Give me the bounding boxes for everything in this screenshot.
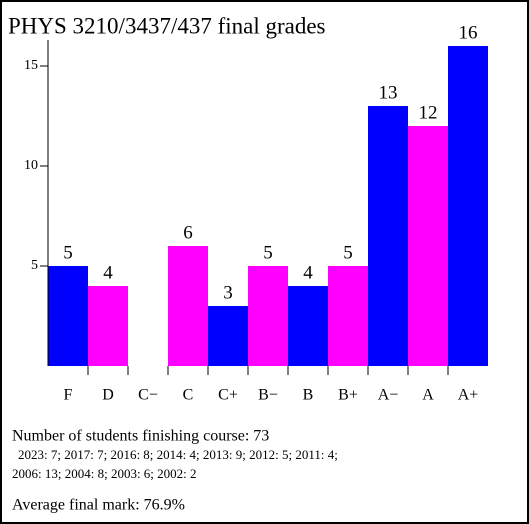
bar: [248, 266, 288, 366]
x-tick-label: A+: [458, 387, 479, 404]
data-label: 6: [183, 222, 193, 243]
x-tick-label: A−: [378, 387, 399, 404]
bar: [168, 246, 208, 366]
data-label: 12: [419, 102, 438, 123]
breakdown-line: 2023: 7; 2017: 7; 2016: 8; 2014: 4; 2013…: [18, 447, 338, 462]
data-label: 4: [303, 262, 313, 283]
x-tick-label: B+: [338, 387, 358, 404]
bar: [288, 286, 328, 366]
average-note: Average final mark: 76.9%: [12, 497, 185, 514]
data-label: 3: [223, 282, 233, 303]
data-label: 5: [63, 242, 73, 263]
breakdown-line: 2006: 13; 2004: 8; 2003: 6; 2002: 2: [12, 466, 197, 481]
x-tick-label: B−: [258, 387, 278, 404]
y-tick-label: 15: [24, 58, 38, 73]
data-label: 4: [103, 262, 113, 283]
y-tick-label: 10: [24, 158, 38, 173]
x-tick-label: A: [422, 387, 434, 404]
data-label: 5: [263, 242, 273, 263]
bar: [448, 46, 488, 366]
x-tick-label: B: [303, 387, 314, 404]
x-tick-label: C+: [218, 387, 238, 404]
bar: [328, 266, 368, 366]
bar: [88, 286, 128, 366]
bar: [368, 106, 408, 366]
bar: [48, 266, 88, 366]
data-label: 16: [459, 22, 478, 43]
y-tick-label: 5: [31, 258, 38, 273]
x-tick-label: C: [183, 387, 194, 404]
bar: [408, 126, 448, 366]
x-tick-label: C−: [138, 387, 158, 404]
students-note: Number of students finishing course: 73: [12, 428, 269, 445]
data-label: 5: [343, 242, 353, 263]
chart-title: PHYS 3210/3437/437 final grades: [8, 13, 326, 38]
x-tick-label: F: [64, 387, 73, 404]
bar: [208, 306, 248, 366]
data-label: 13: [379, 82, 398, 103]
x-tick-label: D: [102, 387, 114, 404]
